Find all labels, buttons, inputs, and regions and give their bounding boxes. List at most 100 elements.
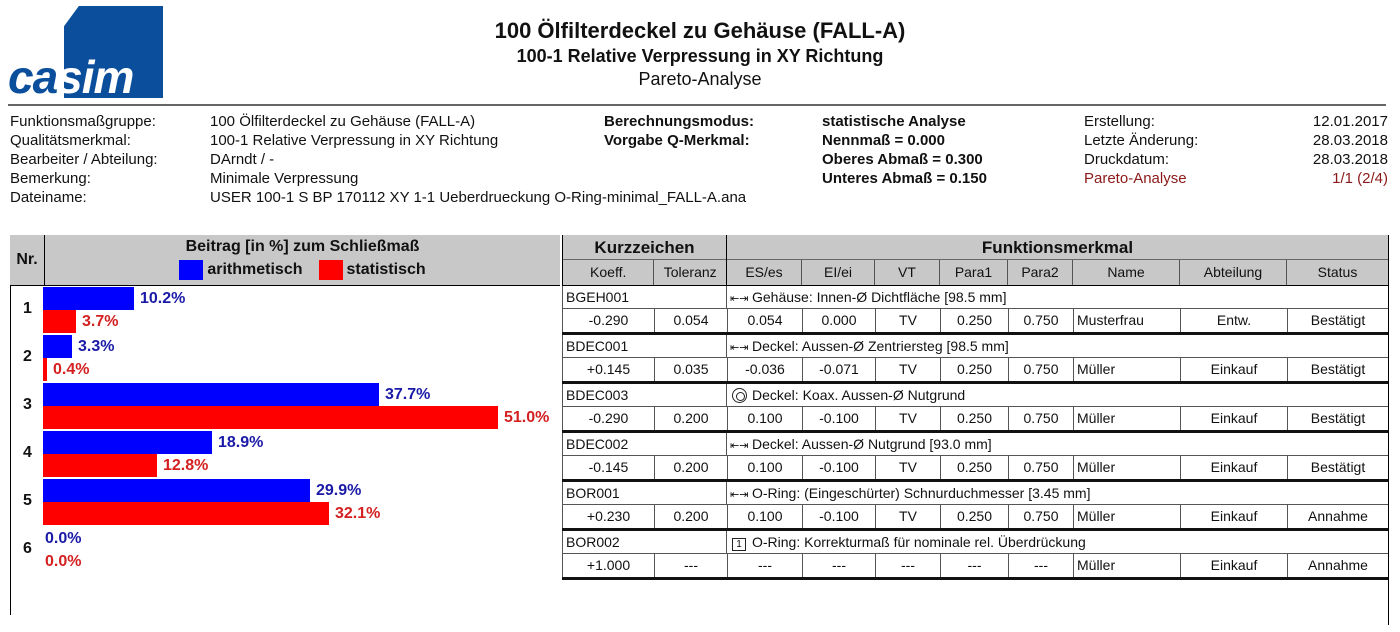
col-abteilung: Abteilung [1180, 260, 1287, 285]
kurzzeichen-code: BOR002 [562, 531, 727, 553]
row-header: BOR002 1 O-Ring: Korrekturmaß für nominale… [562, 531, 1388, 554]
col-es: ES/es [727, 260, 802, 285]
cell-status: Bestätigt [1287, 358, 1388, 381]
info-value: 100 Ölfilterdeckel zu Gehäuse (FALL-A) [210, 113, 476, 130]
cell-para1: 0.250 [940, 407, 1008, 430]
cell-ei: -0.100 [802, 407, 875, 430]
label-arithmetic: 0.0% [45, 530, 82, 547]
merkmal-description: ⇤⇥ O-Ring: (Eingeschürter) Schnurduchmess… [727, 482, 1388, 504]
cell-ei: -0.100 [802, 456, 875, 479]
row-values: +0.230 0.200 0.100 -0.100 TV 0.250 0.750 Müller… [562, 505, 1388, 528]
table-row: BOR001 ⇤⇥ O-Ring: (Eingeschürter) Schnurdu… [562, 482, 1388, 531]
cell-ei: -0.100 [802, 505, 875, 528]
cell-para1: 0.250 [940, 309, 1008, 332]
cell-para2: 0.750 [1008, 407, 1073, 430]
cell-name: Müller [1073, 456, 1180, 479]
cell-koeff: +0.230 [562, 505, 654, 528]
cell-es: -0.036 [727, 358, 802, 381]
report-title: 100 Ölfilterdeckel zu Gehäuse (FALL-A) 1… [400, 18, 1000, 90]
cell-es: 0.100 [727, 456, 802, 479]
bar-statistic [43, 406, 498, 429]
info-value: 100-1 Relative Verpressung in XY Richtun… [210, 132, 499, 149]
cell-abteilung: Einkauf [1180, 358, 1287, 381]
cell-ei: --- [802, 554, 875, 577]
cell-para2: 0.750 [1008, 309, 1073, 332]
row-number: 3 [23, 396, 32, 413]
label-statistic: 12.8% [163, 457, 209, 474]
col-vt: VT [875, 260, 940, 285]
row-header: BDEC001 ⇤⇥ Deckel: Aussen-Ø Zentriersteg [… [562, 335, 1388, 358]
logo-text: casim [8, 51, 134, 103]
cell-koeff: +1.000 [562, 554, 654, 577]
row-number: 4 [23, 444, 32, 461]
dimension-icon: ⇤⇥ [730, 293, 749, 305]
info-label: Pareto-Analyse [1084, 170, 1187, 187]
kurzzeichen-title: Kurzzeichen [563, 235, 726, 260]
info-left: Funktionsmaßgruppe: 100 Ölfilterdeckel zu… [10, 112, 746, 207]
info-value: 12.01.2017 [1312, 113, 1388, 130]
col-status: Status [1317, 264, 1358, 280]
info-row: Oberes Abmaß = 0.300 [604, 150, 987, 169]
table-row: BDEC003 Deckel: Koax. Aussen-Ø Nutgrund -0… [562, 384, 1388, 433]
description-text: O-Ring: (Eingeschürter) Schnurduchmesser… [752, 485, 1091, 501]
cell-es: --- [727, 554, 802, 577]
row-values: -0.290 0.054 0.054 0.000 TV 0.250 0.750 Musterf… [562, 309, 1388, 332]
info-label: Druckdatum: [1084, 151, 1170, 168]
kurzzeichen-code: BDEC002 [562, 433, 727, 455]
funktionsmerkmal-columns: ES/es EI/ei VT Para1 Para2 Name Abteilun… [727, 260, 1388, 285]
cell-status: Bestätigt [1287, 309, 1388, 332]
merkmal-description: ⇤⇥ Deckel: Aussen-Ø Nutgrund [93.0 mm] [727, 433, 1388, 455]
cell-para1: 0.250 [940, 456, 1008, 479]
cell-abteilung: Einkauf [1180, 505, 1287, 528]
label-statistic: 0.0% [45, 553, 82, 570]
description-text: Deckel: Aussen-Ø Nutgrund [93.0 mm] [752, 436, 992, 452]
cell-vt: TV [875, 309, 940, 332]
bar-arithmetic [43, 383, 379, 406]
info-label [604, 150, 822, 169]
label-arithmetic: 3.3% [78, 338, 115, 355]
cell-ei: 0.000 [802, 309, 875, 332]
legend-swatch-stat [318, 260, 343, 280]
cell-name: Müller [1073, 407, 1180, 430]
cell-toleranz: 0.035 [654, 358, 727, 381]
logo-block [64, 6, 163, 98]
info-label: Qualitätsmerkmal: [10, 132, 131, 149]
bar-arithmetic [43, 431, 212, 454]
casim-logo: casim [8, 6, 163, 103]
bar-statistic [43, 310, 76, 333]
info-label [604, 169, 822, 188]
info-label: Dateiname: [10, 189, 87, 206]
info-right: Erstellung: 12.01.2017 Letzte Änderung: 28… [1084, 112, 1388, 188]
cell-vt: --- [875, 554, 940, 577]
title-line-3: Pareto-Analyse [638, 69, 762, 89]
info-label: Erstellung: [1084, 113, 1155, 130]
description-text: Deckel: Aussen-Ø Zentriersteg [98.5 mm] [752, 338, 1009, 354]
info-value: DArndt / - [210, 151, 275, 168]
header-funktionsmerkmal: Funktionsmerkmal ES/es EI/ei VT Para1 Pa… [727, 235, 1389, 285]
info-label: Funktionsmaßgruppe: [10, 113, 156, 130]
info-value: 28.03.2018 [1312, 132, 1388, 149]
bar-statistic [43, 358, 47, 381]
info-label: Vorgabe Q-Merkmal: [604, 132, 750, 149]
cell-name: Müller [1073, 358, 1180, 381]
merkmal-description: ⇤⇥ Deckel: Aussen-Ø Zentriersteg [98.5 mm… [727, 335, 1388, 357]
cell-vt: TV [875, 358, 940, 381]
cell-abteilung: Einkauf [1180, 456, 1287, 479]
kurzzeichen-code: BGEH001 [562, 286, 727, 308]
row-values: -0.145 0.200 0.100 -0.100 TV 0.250 0.750 Müller… [562, 456, 1388, 479]
info-row: Bemerkung: Minimale Verpressung [10, 169, 746, 188]
legend-swatch-arith [179, 260, 204, 280]
cell-toleranz: 0.200 [654, 407, 727, 430]
row-header: BDEC002 ⇤⇥ Deckel: Aussen-Ø Nutgrund [93.0… [562, 433, 1388, 456]
label-statistic: 3.7% [82, 313, 119, 330]
col-ei: EI/ei [802, 260, 875, 285]
info-value: Oberes Abmaß = 0.300 [822, 151, 983, 168]
page-border-right [1388, 235, 1389, 625]
info-row: Funktionsmaßgruppe: 100 Ölfilterdeckel zu… [10, 112, 746, 131]
cell-koeff: -0.145 [562, 456, 654, 479]
info-row: Unteres Abmaß = 0.150 [604, 169, 987, 188]
cell-es: 0.100 [727, 505, 802, 528]
kurzzeichen-code: BDEC003 [562, 384, 727, 406]
cell-toleranz: 0.200 [654, 505, 727, 528]
row-values: +1.000 --- --- --- --- --- --- Müller Einkauf Ann… [562, 554, 1388, 577]
